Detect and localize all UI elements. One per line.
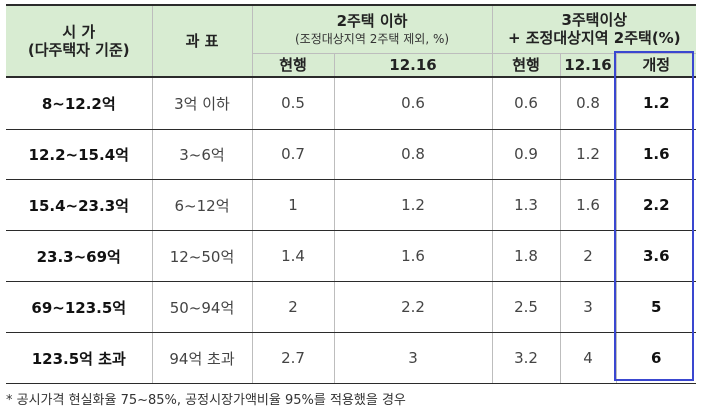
cell-three-homes-current: 1.8: [491, 230, 561, 283]
cell-revised: 2.2: [615, 179, 697, 232]
table-row: 12.2~15.4억 3~6억 0.7 0.8 0.9 1.2 1.6: [6, 129, 697, 181]
cell-three-homes-1216: 4: [559, 332, 617, 384]
header-revised: 개정: [615, 53, 697, 78]
cell-revised: 5: [615, 281, 697, 334]
cell-two-homes-1216: 3: [333, 332, 493, 384]
cell-three-homes-1216: 1.2: [559, 129, 617, 181]
cell-two-homes-1216: 1.6: [333, 230, 493, 283]
cell-market-price: 69~123.5억: [6, 281, 153, 334]
header-group-three-homes: 3주택이상 + 조정대상지역 2주택(%): [491, 4, 697, 54]
cell-market-price: 15.4~23.3억: [6, 179, 153, 232]
header-tax-bracket: 과 표: [151, 4, 253, 78]
cell-revised: 6: [615, 332, 697, 384]
cell-two-homes-1216: 0.6: [333, 77, 493, 130]
cell-tax-bracket: 3~6억: [151, 129, 253, 181]
header-market-price-line1: 시 가: [62, 23, 96, 41]
cell-market-price: 8~12.2억: [6, 77, 153, 130]
cell-two-homes-current: 1.4: [251, 230, 335, 283]
cell-tax-bracket: 94억 초과: [151, 332, 253, 384]
header-group-two-homes-sub: (조정대상지역 2주택 제외, %): [294, 31, 450, 46]
table-row: 15.4~23.3억 6~12억 1 1.2 1.3 1.6 2.2: [6, 179, 697, 232]
table-row: 8~12.2억 3억 이하 0.5 0.6 0.6 0.8 1.2: [6, 77, 697, 130]
cell-three-homes-1216: 3: [559, 281, 617, 334]
cell-two-homes-current: 2: [251, 281, 335, 334]
cell-tax-bracket: 3억 이하: [151, 77, 253, 130]
cell-market-price: 12.2~15.4억: [6, 129, 153, 181]
cell-three-homes-current: 2.5: [491, 281, 561, 334]
footnote: * 공시가격 현실화율 75~85%, 공정시장가액비율 95%를 적용했을 경…: [6, 393, 406, 408]
tax-rate-table: 시 가 (다주택자 기준) 과 표 2주택 이하 (조정대상지역 2주택 제외,…: [6, 4, 697, 384]
header-market-price-line2: (다주택자 기준): [27, 41, 130, 59]
cell-three-homes-1216: 2: [559, 230, 617, 283]
cell-two-homes-1216: 1.2: [333, 179, 493, 232]
header-market-price: 시 가 (다주택자 기준): [6, 4, 153, 78]
header-1216-three-homes: 12.16: [559, 53, 617, 78]
cell-two-homes-current: 1: [251, 179, 335, 232]
cell-three-homes-current: 0.6: [491, 77, 561, 130]
cell-three-homes-1216: 1.6: [559, 179, 617, 232]
cell-revised: 1.2: [615, 77, 697, 130]
cell-tax-bracket: 12~50억: [151, 230, 253, 283]
header-group-three-homes-line2: + 조정대상지역 2주택(%): [507, 29, 681, 48]
table-row: 23.3~69억 12~50억 1.4 1.6 1.8 2 3.6: [6, 230, 697, 283]
cell-revised: 3.6: [615, 230, 697, 283]
header-current-two-homes: 현행: [252, 53, 335, 78]
cell-revised: 1.6: [615, 129, 697, 181]
table-row: 123.5억 초과 94억 초과 2.7 3 3.2 4 6: [6, 332, 697, 384]
cell-two-homes-current: 2.7: [251, 332, 335, 384]
table-row: 69~123.5억 50~94억 2 2.2 2.5 3 5: [6, 281, 697, 334]
cell-three-homes-current: 3.2: [491, 332, 561, 384]
cell-tax-bracket: 6~12억: [151, 179, 253, 232]
cell-three-homes-current: 1.3: [491, 179, 561, 232]
cell-market-price: 123.5억 초과: [6, 332, 153, 384]
header-group-three-homes-line1: 3주택이상: [561, 11, 628, 30]
cell-market-price: 23.3~69억: [6, 230, 153, 283]
cell-two-homes-1216: 0.8: [333, 129, 493, 181]
cell-three-homes-current: 0.9: [491, 129, 561, 181]
cell-two-homes-1216: 2.2: [333, 281, 493, 334]
cell-two-homes-current: 0.7: [251, 129, 335, 181]
cell-tax-bracket: 50~94억: [151, 281, 253, 334]
cell-three-homes-1216: 0.8: [559, 77, 617, 130]
header-current-three-homes: 현행: [491, 53, 561, 78]
cell-two-homes-current: 0.5: [251, 77, 335, 130]
header-group-two-homes-title: 2주택 이하: [336, 11, 408, 30]
header-group-two-homes: 2주택 이하 (조정대상지역 2주택 제외, %): [251, 4, 493, 54]
header-1216-two-homes: 12.16: [333, 53, 493, 78]
